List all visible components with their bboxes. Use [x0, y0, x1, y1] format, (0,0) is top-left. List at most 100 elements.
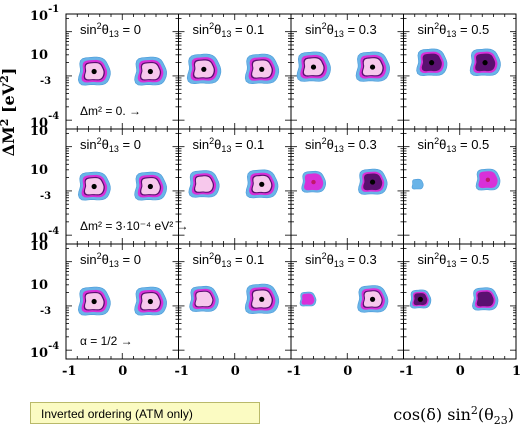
contour-region-1 — [77, 56, 111, 86]
y-tick-label-bottom: 10-4 — [30, 111, 59, 131]
panel-r2-c2: sin2θ13 = 0.1 — [178, 128, 292, 245]
contour-outer — [411, 178, 424, 190]
panel-r2-c3: sin2θ13 = 0.3 — [290, 128, 404, 245]
panel-theta13-label: sin2θ13 = 0.3 — [305, 21, 377, 39]
x-tick-label: 0 — [456, 364, 465, 379]
contour-mid — [301, 293, 315, 305]
contour-region-1 — [77, 286, 111, 316]
best-fit-point — [91, 298, 97, 305]
x-tick-label: 0 — [231, 364, 240, 379]
contour-region-1 — [77, 171, 111, 201]
panel-theta13-label: sin2θ13 = 0 — [80, 21, 141, 39]
panel-r1-c4: sin2θ13 = 0.5 — [403, 13, 517, 130]
panel-r2-c1: sin2θ13 = 0 — [65, 128, 179, 245]
contour-region-2 — [134, 171, 167, 201]
panel-theta13-label: sin2θ13 = 0.3 — [305, 251, 377, 269]
panel-theta13-label: sin2θ13 = 0 — [80, 251, 141, 269]
best-fit-point — [259, 66, 265, 72]
best-fit-point — [310, 64, 317, 70]
x-tick-label: -1 — [400, 364, 414, 379]
best-fit-point — [417, 296, 423, 302]
y-tick-label-exp: -3 — [40, 76, 51, 87]
panel-theta13-label: sin2θ13 = 0.1 — [193, 136, 265, 154]
panel-r3-c1: sin2θ13 = 0 — [65, 243, 179, 360]
contour-core — [195, 291, 213, 307]
x-tick-label: 0 — [343, 364, 352, 379]
panel-r1-c1: sin2θ13 = 0 — [65, 13, 179, 130]
best-fit-point — [147, 183, 153, 190]
x-tick-label: 0 — [118, 364, 127, 379]
best-fit-point — [259, 296, 265, 302]
contour-region-2 — [472, 287, 499, 311]
y-tick-label-top: 10 — [30, 239, 48, 254]
y-tick-label-top: 10-1 — [30, 4, 59, 24]
panel-theta13-label: sin2θ13 = 0.3 — [305, 136, 377, 154]
contour-region-2 — [469, 48, 501, 77]
best-fit-point — [91, 68, 97, 75]
contour-region-1 — [188, 170, 220, 198]
contour-region-2 — [244, 283, 280, 315]
panel-theta13-label: sin2θ13 = 0.5 — [418, 136, 490, 154]
best-fit-point — [485, 177, 491, 183]
y-tick-label-top: 10 — [30, 124, 48, 139]
panel-theta13-label: sin2θ13 = 0.5 — [418, 251, 490, 269]
y-tick-label-10: 10 — [30, 163, 48, 178]
contour-region-1 — [189, 285, 219, 312]
y-tick-label-exp: -3 — [40, 191, 51, 202]
contour-region-2 — [475, 168, 501, 191]
ordering-note: Inverted ordering (ATM only) — [30, 402, 260, 424]
contour-inner-ring — [476, 291, 494, 307]
row-annotation-2: Δm² = 3·10⁻⁴ eV² → — [80, 219, 189, 233]
y-axis-title: ΔM2 [eV2] — [0, 68, 18, 157]
row-annotation-3: α = 1/2 → — [80, 334, 133, 348]
contour-region-2 — [134, 56, 167, 86]
contour-region-1 — [186, 53, 222, 85]
panel-r2-c4: sin2θ13 = 0.5 — [403, 128, 517, 245]
contour-region-1 — [411, 178, 424, 190]
contour-region-1 — [296, 51, 331, 82]
panel-theta13-label: sin2θ13 = 0 — [80, 136, 141, 154]
best-fit-point — [369, 296, 376, 302]
best-fit-point — [311, 179, 316, 185]
y-tick-label-bottom: 10-4 — [30, 341, 59, 361]
best-fit-point — [369, 179, 376, 185]
y-tick-label-10: 10 — [30, 278, 48, 293]
contour-core — [195, 176, 213, 192]
contour-region-1 — [301, 170, 327, 193]
panel-theta13-label: sin2θ13 = 0.1 — [193, 251, 265, 269]
contour-region-1 — [416, 48, 448, 77]
contour-region-2 — [355, 51, 390, 82]
best-fit-point — [147, 298, 153, 305]
contour-region-2 — [357, 285, 389, 313]
panel-r3-c4: sin2θ13 = 0.5 — [403, 243, 517, 360]
y-tick-label-bottom: 10-4 — [30, 226, 59, 246]
y-tick-label-exp: -3 — [40, 306, 51, 317]
x-tick-label: 1 — [512, 364, 521, 379]
contour-region-2 — [244, 53, 280, 85]
panels-layer: sin2θ13 = 0 sin2θ13 = 0.1 sin2θ13 = 0.3 sin… — [65, 13, 517, 360]
x-tick-label: -1 — [287, 364, 301, 379]
panel-theta13-label: sin2θ13 = 0.1 — [193, 21, 265, 39]
contour-region-1 — [299, 291, 317, 307]
contour-region-2 — [358, 168, 388, 195]
panel-r3-c3: sin2θ13 = 0.3 — [290, 243, 404, 360]
panel-theta13-label: sin2θ13 = 0.5 — [418, 21, 490, 39]
best-fit-point — [259, 181, 265, 187]
best-fit-point — [201, 66, 207, 72]
best-fit-point — [482, 60, 488, 66]
x-tick-label: -1 — [62, 364, 76, 379]
contour-region-2 — [134, 286, 167, 316]
best-fit-point — [91, 183, 97, 190]
contour-region-1 — [409, 289, 432, 309]
contour-region-2 — [245, 169, 279, 199]
panel-r1-c2: sin2θ13 = 0.1 — [178, 13, 292, 130]
y-tick-label-10: 10 — [30, 48, 48, 63]
best-fit-point — [369, 64, 376, 70]
best-fit-point — [147, 68, 153, 75]
panel-r3-c2: sin2θ13 = 0.1 — [178, 243, 292, 360]
x-tick-label: -1 — [175, 364, 189, 379]
x-axis-title: cos(δ) sin2(θ23) — [393, 404, 514, 427]
panel-r1-c3: sin2θ13 = 0.3 — [290, 13, 404, 130]
